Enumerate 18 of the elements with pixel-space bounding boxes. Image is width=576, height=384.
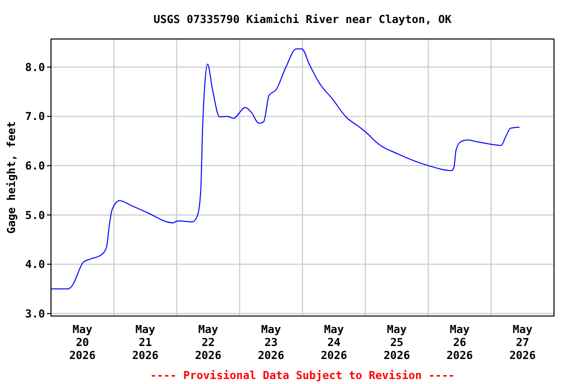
y-axis-title: Gage height, feet	[5, 121, 18, 234]
y-tick-label: 7.0	[25, 110, 45, 124]
y-tick-label: 4.0	[25, 258, 45, 272]
y-tick-label: 8.0	[25, 60, 45, 74]
y-tick-label: 3.0	[25, 307, 45, 320]
line-series	[50, 48, 520, 290]
x-tick-label: May 27 2026	[509, 323, 536, 362]
text: ---- Provisional Data Subject to Revision ----	[150, 369, 455, 382]
chart-title: USGS 07335790 Kiamichi River near Clayton, OK	[153, 13, 452, 26]
y-tick-label: 5.0	[25, 208, 45, 222]
x-tick-label: May 21 2026	[132, 323, 159, 362]
x-tick-label: May 24 2026	[320, 323, 348, 362]
x-tick-label: May 20 2026	[69, 323, 96, 362]
x-tick-label: May 25 2026	[384, 323, 410, 362]
x-tick-label: May 23 2026	[258, 323, 285, 362]
y-tick-label: 6.0	[25, 160, 45, 173]
x-tick-label: May 26 2026	[446, 323, 474, 362]
x-tick-label: May 22 2026	[194, 323, 222, 362]
